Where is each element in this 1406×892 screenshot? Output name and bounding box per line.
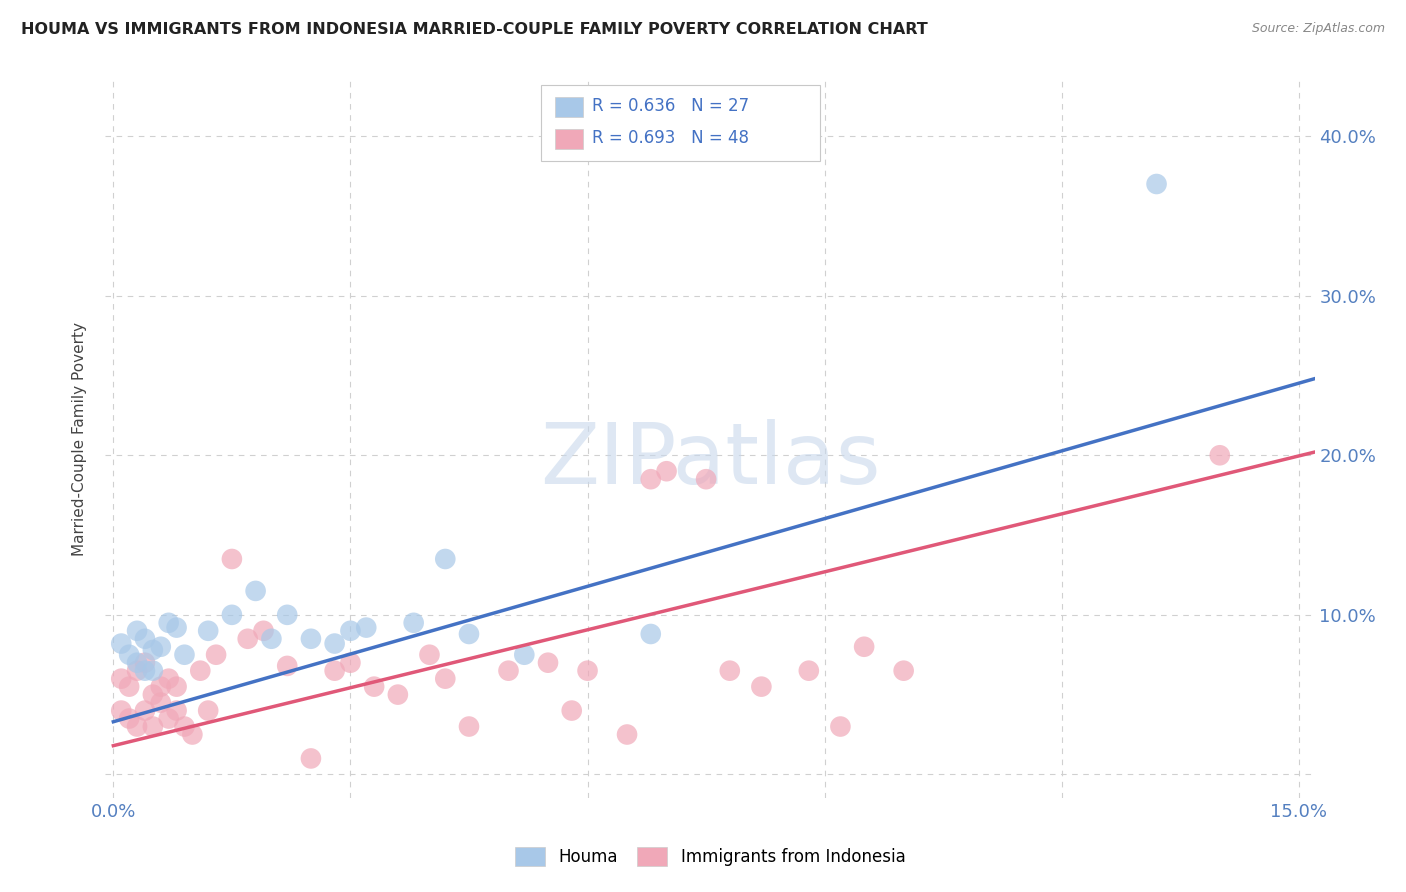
Text: Source: ZipAtlas.com: Source: ZipAtlas.com: [1251, 22, 1385, 36]
Point: [125, 624, 148, 638]
Point: [363, 680, 385, 694]
Point: [339, 656, 361, 670]
Point: [118, 648, 141, 662]
Point: [142, 688, 165, 702]
Point: [221, 552, 243, 566]
Point: [118, 712, 141, 726]
Point: [236, 632, 259, 646]
Point: [797, 664, 820, 678]
Text: R = 0.693   N = 48: R = 0.693 N = 48: [592, 129, 749, 147]
Point: [157, 615, 180, 630]
Point: [197, 624, 219, 638]
Point: [134, 656, 156, 670]
Point: [830, 719, 852, 733]
Point: [173, 648, 195, 662]
Point: [434, 552, 457, 566]
Point: [458, 627, 481, 641]
Point: [149, 640, 172, 654]
Point: [260, 632, 283, 646]
Point: [125, 656, 148, 670]
Point: [149, 680, 172, 694]
Point: [339, 624, 361, 638]
Point: [166, 704, 188, 718]
Point: [513, 648, 536, 662]
Text: ZIPatlas: ZIPatlas: [540, 419, 880, 502]
Text: HOUMA VS IMMIGRANTS FROM INDONESIA MARRIED-COUPLE FAMILY POVERTY CORRELATION CHA: HOUMA VS IMMIGRANTS FROM INDONESIA MARRI…: [21, 22, 928, 37]
Point: [323, 636, 346, 650]
Point: [695, 472, 717, 486]
Point: [655, 464, 678, 478]
Point: [157, 712, 180, 726]
Point: [142, 719, 165, 733]
Point: [498, 664, 520, 678]
Point: [387, 688, 409, 702]
Point: [276, 607, 298, 622]
Point: [576, 664, 599, 678]
Point: [134, 704, 156, 718]
Point: [402, 615, 425, 630]
Point: [616, 727, 638, 741]
Point: [323, 664, 346, 678]
Point: [157, 672, 180, 686]
Point: [1209, 448, 1232, 462]
Point: [188, 664, 211, 678]
Point: [197, 704, 219, 718]
Point: [893, 664, 915, 678]
Point: [276, 659, 298, 673]
Point: [853, 640, 876, 654]
Point: [561, 704, 583, 718]
Point: [173, 719, 195, 733]
Point: [110, 672, 132, 686]
Y-axis label: Married-Couple Family Poverty: Married-Couple Family Poverty: [72, 322, 87, 557]
Point: [245, 583, 267, 598]
Point: [299, 632, 322, 646]
Point: [354, 621, 377, 635]
Point: [640, 472, 662, 486]
Point: [134, 632, 156, 646]
Point: [142, 664, 165, 678]
Point: [166, 680, 188, 694]
Point: [1146, 177, 1168, 191]
Point: [252, 624, 274, 638]
Point: [125, 719, 148, 733]
Point: [181, 727, 204, 741]
Point: [110, 704, 132, 718]
Point: [418, 648, 440, 662]
Point: [537, 656, 560, 670]
Point: [110, 636, 132, 650]
Point: [125, 664, 148, 678]
Text: R = 0.636   N = 27: R = 0.636 N = 27: [592, 97, 749, 115]
Point: [205, 648, 228, 662]
Point: [458, 719, 481, 733]
Point: [751, 680, 773, 694]
Point: [299, 751, 322, 765]
Point: [134, 664, 156, 678]
Point: [166, 621, 188, 635]
Point: [118, 680, 141, 694]
Point: [640, 627, 662, 641]
Point: [718, 664, 741, 678]
Point: [149, 696, 172, 710]
Point: [221, 607, 243, 622]
Point: [434, 672, 457, 686]
Point: [142, 643, 165, 657]
Legend: Houma, Immigrants from Indonesia: Houma, Immigrants from Indonesia: [508, 840, 912, 872]
